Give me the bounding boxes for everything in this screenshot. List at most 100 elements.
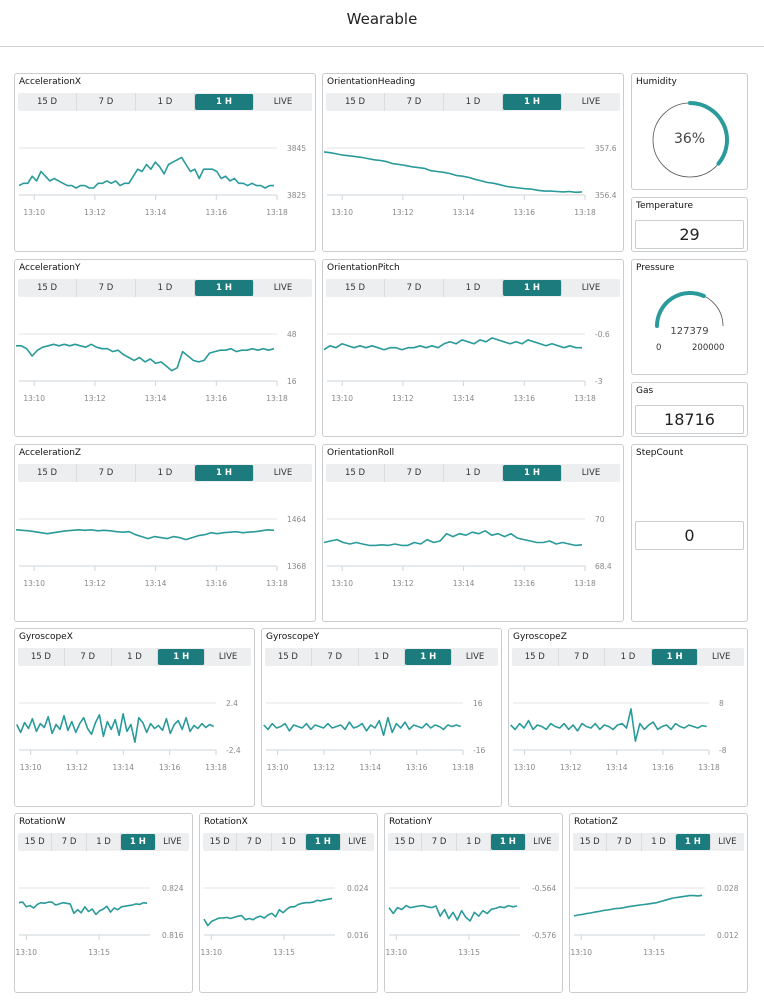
tab-1h[interactable]: 1 H (306, 834, 341, 850)
tab-live[interactable]: LIVE (273, 97, 293, 107)
tab-7d[interactable]: 7 D (77, 464, 136, 482)
tab-7d[interactable]: 7 D (312, 648, 359, 666)
tab-1d[interactable]: 1 D (359, 648, 406, 666)
y-min-label: 16 (287, 377, 297, 386)
x-tick-label: 13:16 (406, 763, 428, 772)
gas-widget: Gas 18716 (631, 382, 748, 437)
tab-15d[interactable]: 15 D (573, 833, 608, 851)
tab-15d[interactable]: 15 D (18, 279, 77, 297)
y-max-label: 0.824 (162, 884, 184, 893)
tab-15d[interactable]: 15 D (388, 833, 423, 851)
x-tick-label: 13:14 (453, 579, 475, 588)
series-line (573, 894, 703, 917)
tab-live[interactable]: LIVE (218, 652, 238, 662)
tab-15d[interactable]: 15 D (18, 648, 65, 666)
tab-7d[interactable]: 7 D (559, 648, 606, 666)
tab-15d[interactable]: 15 D (512, 648, 559, 666)
tab-1d[interactable]: 1 D (136, 464, 195, 482)
y-max-label: 16 (473, 699, 483, 708)
tab-1h[interactable]: 1 H (158, 649, 206, 665)
tab-7d[interactable]: 7 D (52, 833, 87, 851)
tab-15d[interactable]: 15 D (265, 648, 312, 666)
tab-15d[interactable]: 15 D (326, 279, 385, 297)
tab-1d[interactable]: 1 D (444, 279, 503, 297)
tab-15d[interactable]: 15 D (18, 833, 53, 851)
tab-1d[interactable]: 1 D (444, 93, 503, 111)
tab-15d[interactable]: 15 D (326, 93, 385, 111)
x-tick-label: 13:18 (266, 394, 288, 403)
tab-live[interactable]: LIVE (273, 283, 293, 293)
tab-1h[interactable]: 1 H (503, 465, 562, 481)
tab-7d[interactable]: 7 D (385, 93, 444, 111)
y-min-label: 356.4 (595, 191, 617, 200)
tab-7d[interactable]: 7 D (385, 464, 444, 482)
widget-title: RotationZ (574, 817, 618, 827)
tab-live[interactable]: LIVE (533, 837, 552, 847)
x-tick-label: 13:12 (84, 394, 106, 403)
tab-1d[interactable]: 1 D (605, 648, 652, 666)
series-line (388, 904, 518, 922)
tab-1d[interactable]: 1 D (136, 93, 195, 111)
line-chart: 13:10 13:15 -0.564 -0.576 (385, 884, 556, 957)
tab-15d[interactable]: 15 D (326, 464, 385, 482)
tab-1h[interactable]: 1 H (503, 94, 562, 110)
tab-7d[interactable]: 7 D (422, 833, 457, 851)
tab-live[interactable]: LIVE (581, 468, 601, 478)
tab-15d[interactable]: 15 D (203, 833, 238, 851)
tab-7d[interactable]: 7 D (237, 833, 272, 851)
tab-live[interactable]: LIVE (348, 837, 367, 847)
x-tick-label: 13:10 (331, 208, 353, 217)
tab-live[interactable]: LIVE (465, 652, 485, 662)
tab-1h[interactable]: 1 H (491, 834, 526, 850)
y-max-label: 2.4 (226, 699, 238, 708)
tab-7d[interactable]: 7 D (77, 279, 136, 297)
tab-1d[interactable]: 1 D (444, 464, 503, 482)
tab-7d[interactable]: 7 D (77, 93, 136, 111)
x-tick-label: 13:16 (205, 394, 227, 403)
x-tick-label: 13:18 (574, 208, 596, 217)
y-min-label: -8 (719, 746, 727, 755)
y-max-label: -0.564 (532, 884, 556, 893)
tab-live[interactable]: LIVE (711, 652, 731, 662)
tab-live[interactable]: LIVE (581, 283, 601, 293)
tab-live[interactable]: LIVE (273, 468, 293, 478)
tab-1h[interactable]: 1 H (651, 649, 699, 665)
tab-7d[interactable]: 7 D (385, 279, 444, 297)
tab-1h[interactable]: 1 H (121, 834, 156, 850)
tab-7d[interactable]: 7 D (65, 648, 112, 666)
tab-live[interactable]: LIVE (163, 837, 182, 847)
tab-1h[interactable]: 1 H (503, 280, 562, 296)
tab-1d[interactable]: 1 D (112, 648, 159, 666)
tab-1d[interactable]: 1 D (87, 833, 122, 851)
tab-1h[interactable]: 1 H (195, 465, 254, 481)
x-tick-label: 13:16 (159, 763, 181, 772)
tab-live[interactable]: LIVE (718, 837, 737, 847)
series-line (263, 716, 461, 737)
humidity-widget: Humidity 36% (631, 73, 748, 190)
tab-15d[interactable]: 15 D (18, 93, 77, 111)
tab-1h[interactable]: 1 H (676, 834, 711, 850)
x-tick-label: 13:18 (452, 763, 474, 772)
tab-1d[interactable]: 1 D (642, 833, 677, 851)
tab-15d[interactable]: 15 D (18, 464, 77, 482)
x-tick-label: 13:10 (200, 948, 222, 957)
line-chart: 13:10 13:12 13:14 13:16 13:18 70 68.4 (323, 515, 612, 588)
x-tick-label: 13:18 (574, 579, 596, 588)
x-tick-label: 13:10 (385, 948, 407, 957)
tab-1d[interactable]: 1 D (457, 833, 492, 851)
tab-1h[interactable]: 1 H (195, 94, 254, 110)
tab-live[interactable]: LIVE (581, 97, 601, 107)
x-tick-label: 13:14 (359, 763, 381, 772)
tab-1d[interactable]: 1 D (272, 833, 307, 851)
tab-1h[interactable]: 1 H (195, 280, 254, 296)
temperature-widget: Temperature 29 (631, 197, 748, 252)
tab-1h[interactable]: 1 H (405, 649, 453, 665)
tab-1d[interactable]: 1 D (136, 279, 195, 297)
line-chart: 13:10 13:12 13:14 13:16 13:18 1464 1368 (15, 515, 306, 588)
tab-7d[interactable]: 7 D (607, 833, 642, 851)
